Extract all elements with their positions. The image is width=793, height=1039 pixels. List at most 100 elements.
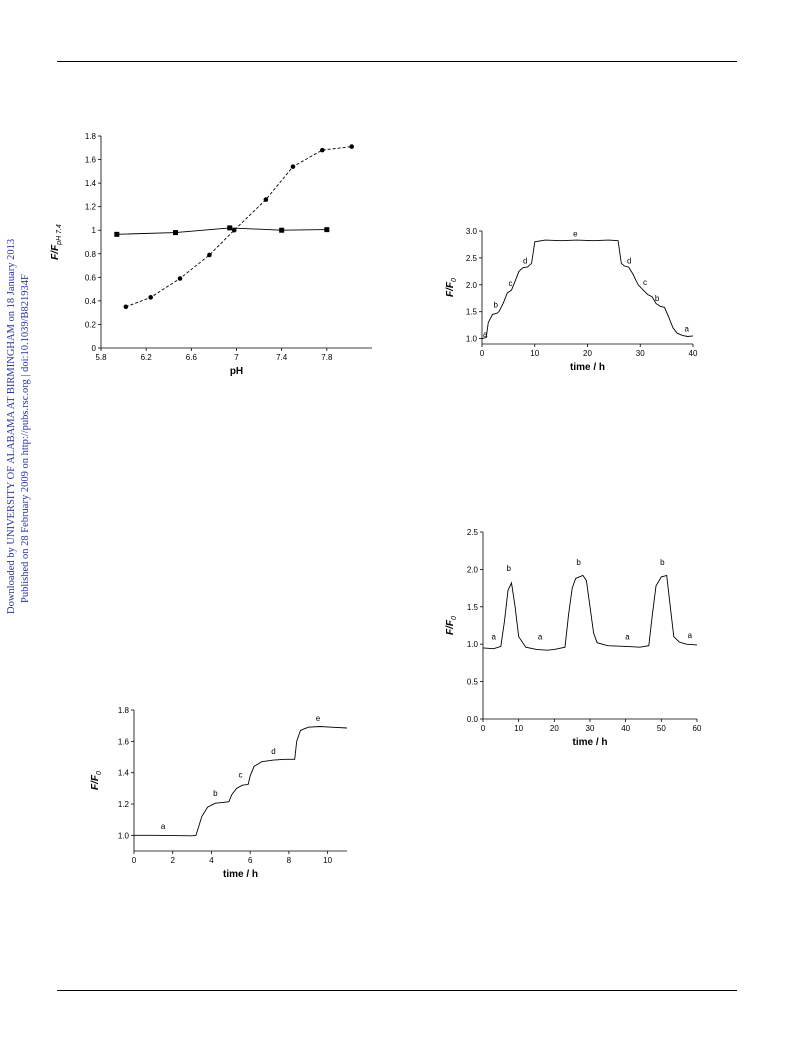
y-tick-label: 2.0 — [466, 281, 478, 290]
x-tick-label: 20 — [550, 724, 559, 733]
data-point-square — [279, 227, 285, 233]
curve-annotation: b — [506, 564, 511, 573]
chart-fluorescence-60h: 0 10 20 30 40 50 60 0.0 0.5 1.0 1.5 2.0 2.5 time / h F… — [445, 528, 702, 748]
data-point-square — [173, 230, 179, 236]
data-point-circle — [177, 276, 183, 281]
y-tick-label: 0.6 — [85, 273, 97, 282]
x-axis-label: pH — [230, 366, 243, 377]
y-axis-label-main: F/F — [90, 774, 101, 790]
curve-annotation: d — [627, 256, 631, 265]
x-tick-label: 0 — [481, 724, 486, 733]
y-tick-label: 1.5 — [467, 603, 479, 612]
y-axis-label-subscript: 0 — [451, 278, 458, 282]
data-point-square — [114, 231, 120, 237]
x-tick-label: 8 — [287, 856, 292, 865]
y-axis-label: F/F0 — [445, 616, 458, 635]
y-tick-label: 1 — [92, 226, 97, 235]
x-tick-label: 10 — [323, 856, 332, 865]
curve-annotation: c — [643, 278, 647, 287]
y-tick-label: 1.0 — [467, 640, 479, 649]
curve-annotation: a — [483, 330, 488, 339]
y-tick-label: 1.8 — [118, 706, 130, 715]
y-axis-label-main: F/F — [445, 281, 456, 297]
download-notice: Downloaded by UNIVERSITY OF ALABAMA AT B… — [6, 238, 17, 614]
x-tick-label: 60 — [693, 724, 702, 733]
y-tick-label: 1.5 — [466, 308, 478, 317]
series-line-2 — [125, 146, 352, 308]
series-line-1 — [482, 574, 698, 651]
y-tick-label: 1.2 — [85, 203, 97, 212]
curve-annotation: b — [493, 300, 498, 309]
curve-annotation: d — [523, 256, 527, 265]
curve-annotation: c — [508, 279, 512, 288]
y-tick-label: 1.4 — [85, 179, 97, 188]
footer-rule — [57, 990, 737, 991]
series-line-1 — [481, 239, 694, 340]
y-axis-label-subscript: 0 — [451, 616, 458, 620]
download-sidebar: Downloaded by UNIVERSITY OF ALABAMA AT B… — [0, 0, 40, 1039]
y-axis-label-subscript: 0 — [96, 771, 103, 775]
header-rule — [57, 61, 737, 62]
x-axis-label: time / h — [570, 362, 605, 373]
data-point-circle — [320, 147, 325, 153]
y-tick-label: 2.5 — [467, 528, 479, 537]
series-line-1 — [134, 726, 348, 837]
x-axis-label: time / h — [223, 869, 258, 880]
y-axis-label-main: F/F — [445, 619, 456, 635]
curve-annotation: a — [491, 633, 496, 642]
y-axis-label-main: F/F — [50, 244, 61, 260]
data-point-square — [227, 225, 233, 231]
data-point-circle — [148, 295, 153, 300]
x-tick-label: 30 — [586, 724, 595, 733]
y-tick-label: 0 — [92, 344, 97, 353]
x-tick-label: 10 — [514, 724, 523, 733]
x-tick-label: 40 — [621, 724, 630, 733]
curve-annotation: c — [239, 770, 243, 779]
curve-annotation: b — [576, 558, 581, 567]
x-tick-label: 7.8 — [321, 353, 333, 362]
y-tick-label: 0.2 — [85, 320, 97, 329]
curve-annotation: a — [625, 633, 630, 642]
chart-ph-response: 5.8 6.2 6.6 7 7.4 7.8 0 0.2 0.4 0.6 0.8 1 1.2 1.4 1.6 1… — [50, 132, 372, 377]
curve-annotation: b — [213, 789, 218, 798]
x-tick-label: 0 — [132, 856, 137, 865]
y-tick-label: 0.5 — [467, 678, 479, 687]
data-point-circle — [349, 144, 354, 149]
curve-annotation: d — [271, 747, 275, 756]
x-tick-label: 5.8 — [95, 353, 107, 362]
curve-annotation: a — [688, 631, 693, 640]
y-tick-label: 0.0 — [467, 715, 479, 724]
curve-annotation: e — [573, 229, 578, 238]
y-tick-label: 2.0 — [467, 565, 479, 574]
y-tick-label: 0.8 — [85, 250, 97, 259]
data-point-circle — [207, 252, 212, 258]
curve-annotation: b — [655, 294, 660, 303]
y-tick-label: 1.4 — [118, 769, 130, 778]
data-point-circle — [231, 227, 237, 233]
data-point-circle — [263, 197, 269, 202]
series-line-1 — [116, 227, 327, 235]
x-tick-label: 2 — [171, 856, 176, 865]
curve-annotation: e — [316, 714, 321, 723]
y-tick-label: 1.6 — [118, 737, 130, 746]
y-axis-label-subscript: pH 7.4 — [56, 224, 63, 246]
curve-annotation: a — [161, 822, 166, 831]
y-axis-label: F/F0 — [90, 771, 103, 790]
x-tick-label: 10 — [530, 349, 539, 358]
curve-annotation: a — [684, 325, 689, 334]
x-tick-label: 7.4 — [276, 353, 288, 362]
data-point-circle — [290, 164, 296, 169]
y-tick-label: 1.6 — [85, 156, 97, 165]
y-axis-label: F/F0 — [445, 278, 458, 297]
y-tick-label: 1.0 — [466, 335, 478, 344]
publication-notice: Published on 28 February 2009 on http://… — [20, 274, 31, 603]
y-tick-label: 1.2 — [118, 800, 130, 809]
curve-annotation: b — [660, 558, 665, 567]
x-tick-label: 50 — [657, 724, 666, 733]
data-point-square — [324, 227, 330, 233]
y-axis-label: F/FpH 7.4 — [50, 224, 63, 260]
x-tick-label: 30 — [636, 349, 645, 358]
x-tick-label: 7 — [234, 353, 239, 362]
